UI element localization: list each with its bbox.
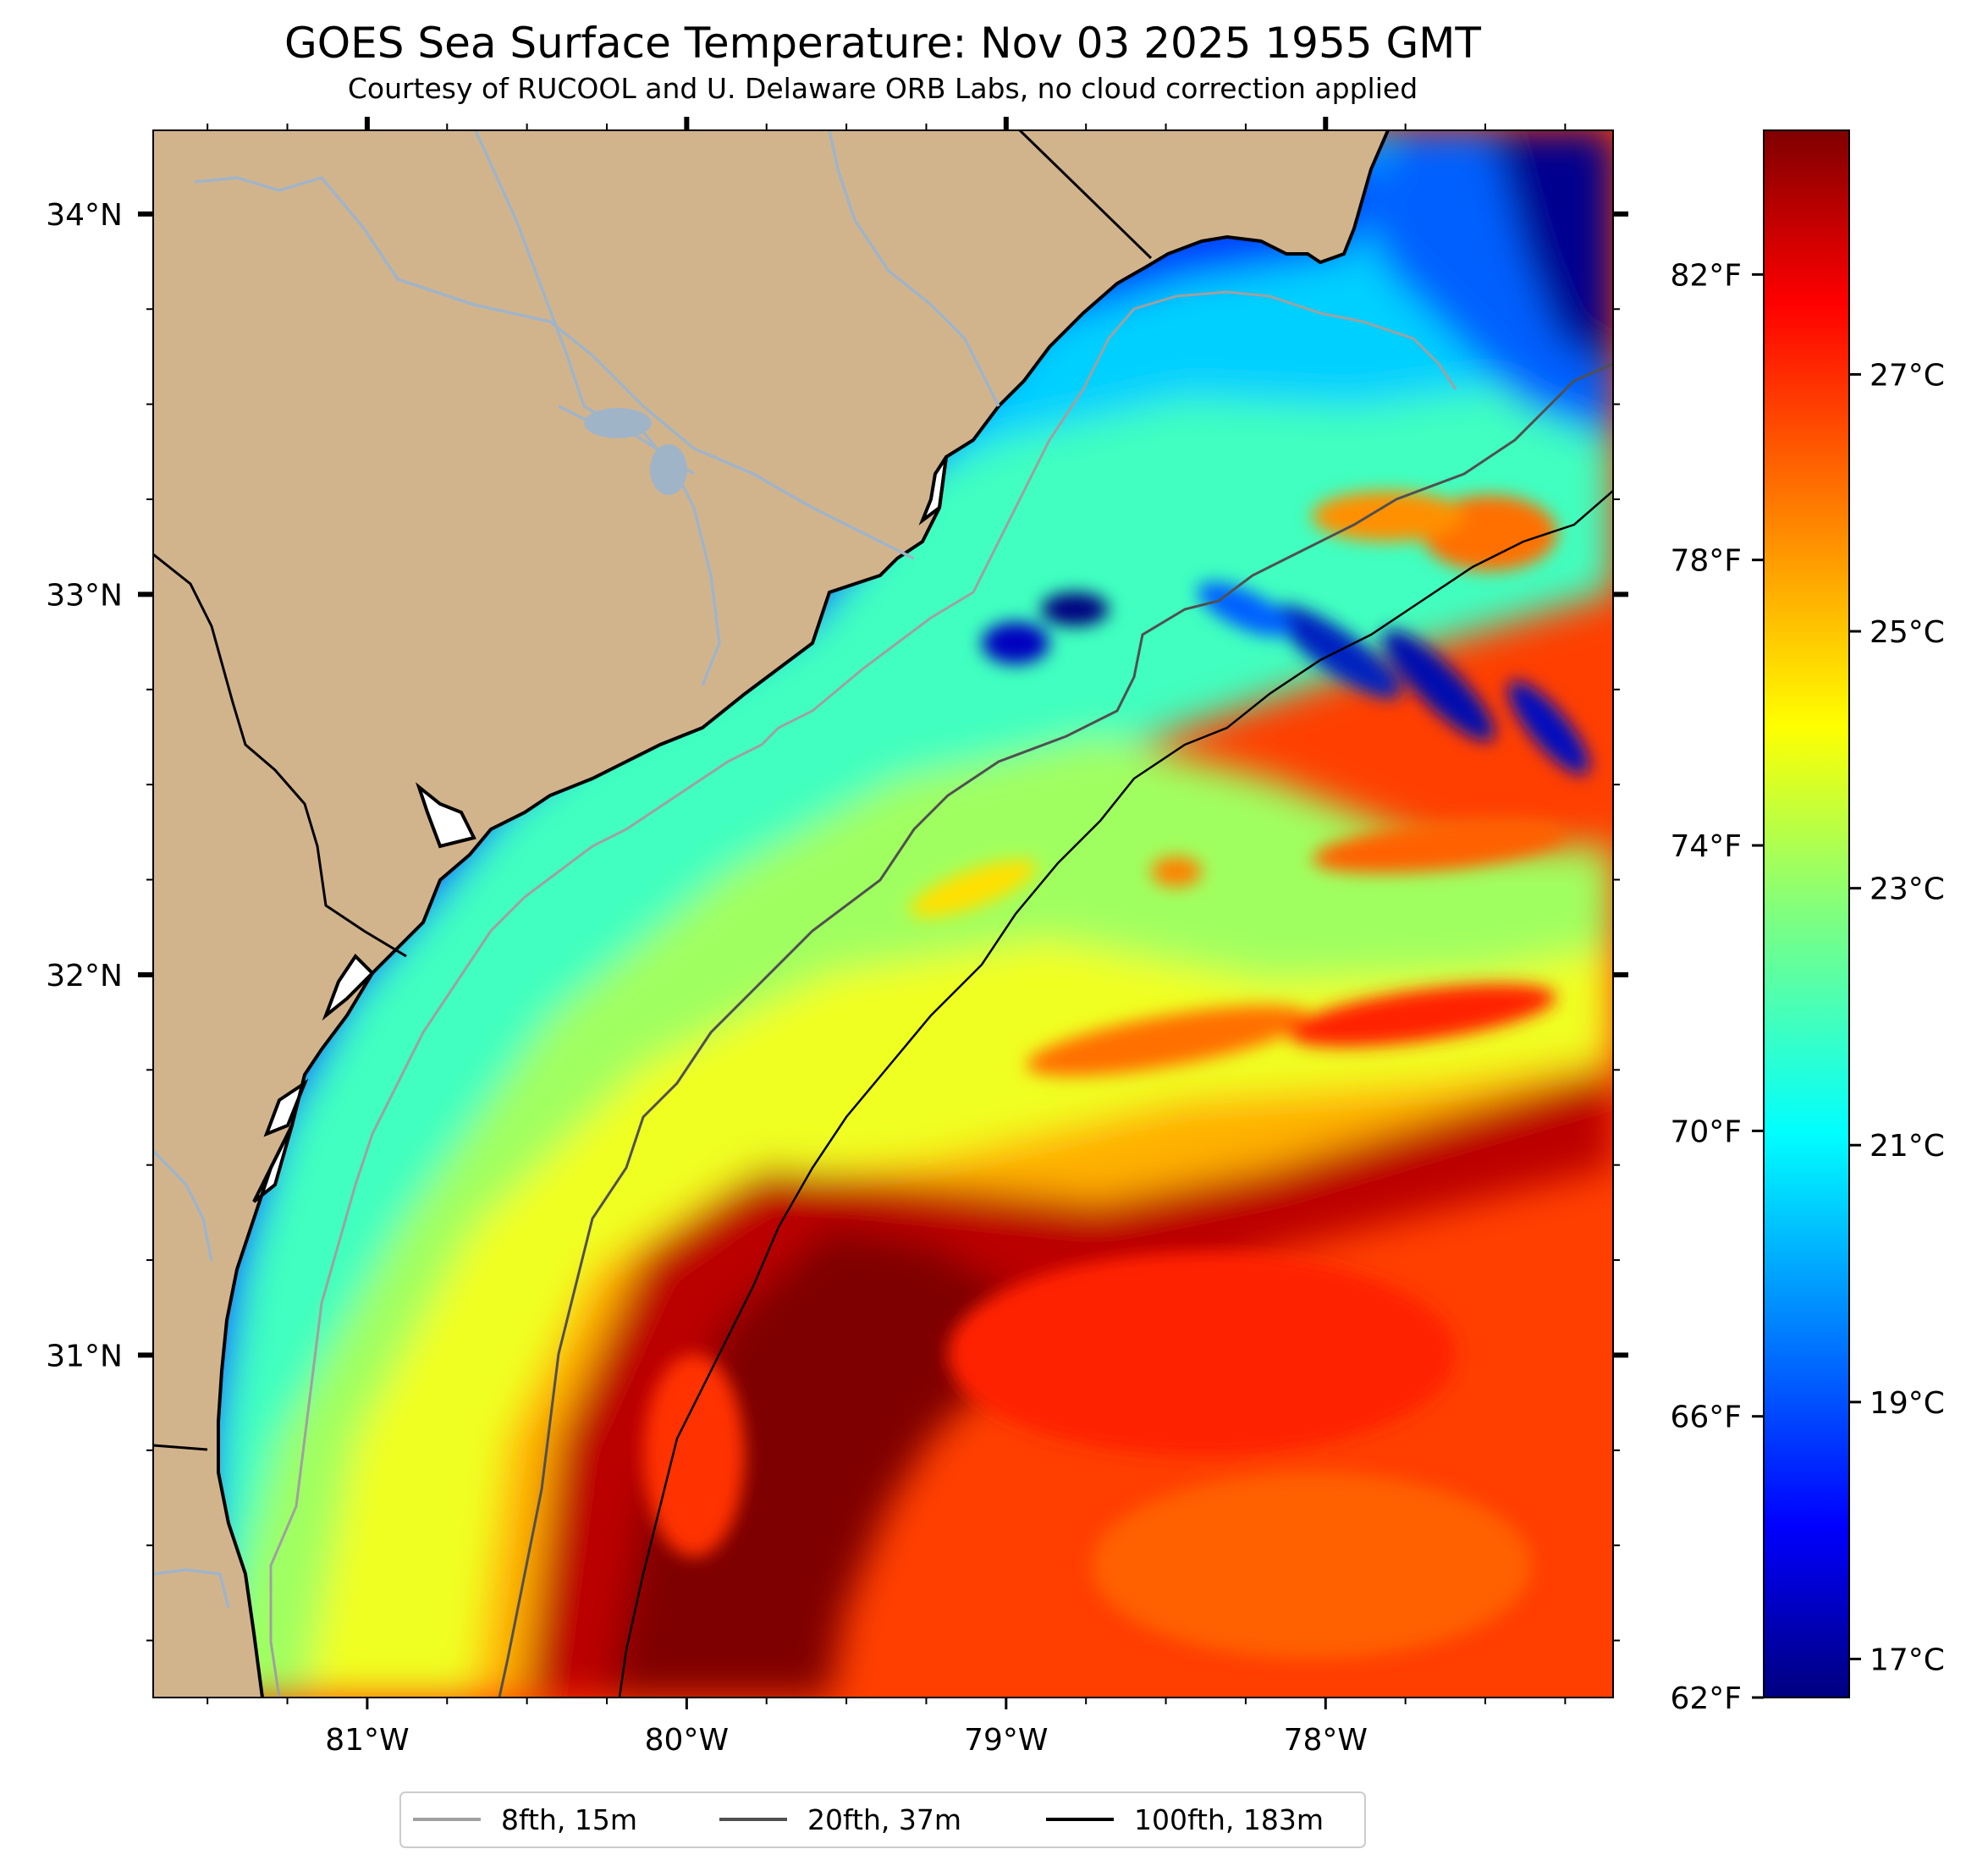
celsius-axis: 17°C 19°C 21°C 23°C 25°C 27°C [1849, 358, 1945, 1677]
legend-label-8fth: 8fth, 15m [501, 1803, 637, 1836]
fahrenheit-axis: 62°F 66°F 70°F 74°F 78°F 82°F [1670, 258, 1764, 1716]
celsius-tick-label: 21°C [1870, 1129, 1945, 1164]
fahrenheit-tick-label: 82°F [1670, 258, 1742, 293]
isobath-legend: 8fth, 15m 20fth, 37m 100fth, 183m [399, 1791, 1366, 1848]
sst-map [153, 130, 1613, 1698]
fahrenheit-tick-label: 70°F [1670, 1114, 1742, 1149]
lat-tick-label: 33°N [46, 578, 123, 613]
figure-title: GOES Sea Surface Temperature: Nov 03 202… [284, 19, 1481, 68]
lake-moultrie [650, 444, 687, 495]
coastline [217, 130, 1390, 1698]
fahrenheit-tick-label: 74°F [1670, 829, 1742, 864]
lon-tick-label: 80°W [645, 1723, 729, 1758]
lon-tick-label: 79°W [964, 1723, 1048, 1758]
rivers [153, 130, 1000, 1609]
state-border-ga-fl [153, 1444, 208, 1451]
figure-subtitle: Courtesy of RUCOOL and U. Delaware ORB L… [348, 72, 1418, 105]
isobath-100fth [618, 490, 1613, 1698]
isobath-8fth [269, 290, 1457, 1698]
latitude-axis: 34°N 33°N 32°N 31°N [46, 198, 1628, 1642]
isobath-20fth [498, 362, 1613, 1698]
land-mass [153, 130, 1388, 1698]
lake-marion [584, 408, 652, 438]
fahrenheit-tick-label: 66°F [1670, 1400, 1742, 1435]
state-border-nc-sc [1018, 130, 1153, 260]
legend-frame [399, 1791, 1366, 1848]
celsius-tick-label: 25°C [1870, 615, 1945, 650]
lon-tick-label: 78°W [1284, 1723, 1368, 1758]
longitude-axis: 81°W 80°W 79°W 78°W [207, 117, 1567, 1758]
lat-tick-label: 31°N [46, 1339, 123, 1373]
celsius-tick-label: 19°C [1870, 1386, 1945, 1421]
celsius-tick-label: 27°C [1870, 358, 1945, 393]
state-border-sc-ga [153, 553, 407, 958]
colorbar [1763, 129, 1850, 1698]
fahrenheit-tick-label: 62°F [1670, 1681, 1742, 1716]
fahrenheit-tick-label: 78°F [1670, 544, 1742, 579]
lon-tick-label: 81°W [325, 1723, 409, 1758]
coastal-sounds [252, 455, 948, 1203]
lat-tick-label: 32°N [46, 959, 123, 993]
celsius-tick-label: 17°C [1870, 1643, 1945, 1677]
legend-label-100fth: 100fth, 183m [1134, 1803, 1324, 1836]
sst-features [643, 491, 1590, 1659]
celsius-tick-label: 23°C [1870, 872, 1945, 907]
map-frame [152, 129, 1614, 1698]
legend-label-20fth: 20fth, 37m [807, 1803, 961, 1836]
lat-tick-label: 34°N [46, 198, 123, 233]
